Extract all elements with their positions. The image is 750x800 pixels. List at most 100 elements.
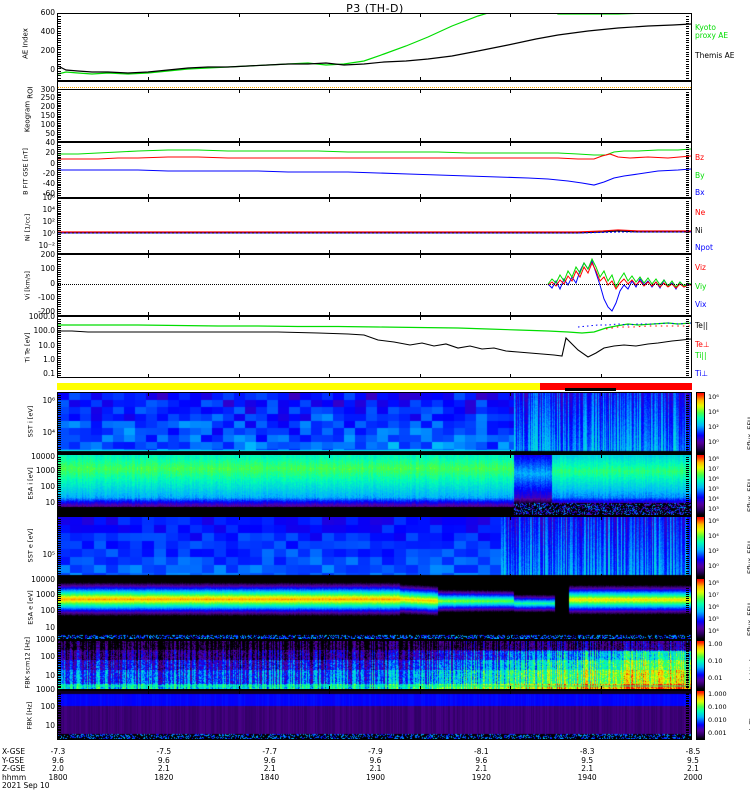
axis-tick [686,235,689,237]
legend-te-perp: Te⊥ [695,340,710,349]
x-axis-tick-value: 9.5 [581,755,594,765]
axis-tick [58,730,61,732]
axis-tick [58,245,61,247]
axis-tick [686,654,689,656]
axis-tick [58,553,61,555]
axis-tick [686,416,689,418]
axis-tick [238,517,240,520]
axis-tick [58,594,61,595]
axis-tick [148,686,150,689]
axis-tick [686,574,689,576]
ylabel-sst-i: SST i [eV] [26,405,35,438]
axis-tick [686,527,689,529]
axis-tick [510,393,512,396]
axis-tick [686,602,689,604]
legend-ne: Ne [695,208,706,217]
axis-tick [686,229,689,231]
axis-tick [686,150,689,152]
axis-tick [419,90,421,93]
axis-tick [686,210,689,212]
axis-tick [686,611,689,613]
axis-tick [686,117,689,119]
axis-tick [510,199,512,202]
axis-tick [686,189,689,191]
axis-tick [686,583,689,585]
legend-bz: Bz [695,153,705,162]
axis-tick [510,90,512,93]
axis-tick [58,716,61,718]
axis-tick [686,265,689,267]
axis-tick [58,344,61,346]
axis-tick [686,231,689,233]
axis-tick [686,181,689,183]
axis-tick [148,374,150,377]
legend-kyoto-proxy-ae-1: Kyoto [695,23,716,32]
axis-tick [58,431,61,433]
axis-tick [58,412,61,414]
axis-tick [686,547,689,548]
axis-tick [58,171,61,173]
axis-tick [58,195,61,197]
axis-tick [510,455,512,458]
axis-tick [58,720,61,722]
legend-themis-ae: Themis AE [695,51,735,60]
axis-tick [686,374,689,376]
x-axis-row-label: Y-GSE [2,755,24,765]
axis-tick [58,480,61,482]
panel-sst-i [57,392,692,454]
axis-tick [510,250,512,253]
axis-tick [686,732,689,734]
axis-tick [58,68,61,70]
axis-tick [686,319,689,321]
panel-ae-index [57,13,692,81]
axis-tick [600,636,602,639]
axis-tick [686,433,689,435]
axis-tick [58,21,61,23]
axis-tick [58,148,61,150]
axis-tick [148,14,150,17]
axis-tick [686,372,689,374]
axis-tick [58,374,61,376]
axis-tick [58,261,61,263]
axis-tick [510,636,512,639]
axis-tick [58,334,61,336]
axis-tick [419,14,421,17]
axis-tick [686,293,689,295]
cbtick: 1.00 [708,640,723,648]
axis-tick [58,323,61,325]
axis-tick [58,715,61,716]
axis-tick [686,195,689,197]
axis-tick [686,624,689,625]
axis-tick [686,329,689,331]
axis-tick [686,274,689,276]
axis-tick [58,420,61,422]
axis-tick [58,399,61,401]
x-axis-tick-value: 2000 [683,772,703,782]
axis-tick [419,636,421,639]
axis-tick [58,665,61,666]
yticks-keogram: 300 250 200 150 100 50 [40,85,55,138]
axis-tick [686,491,689,493]
axis-tick [686,168,689,170]
axis-tick [58,321,61,323]
axis-tick [148,393,150,396]
axis-tick [686,465,689,467]
axis-tick [686,559,689,561]
axis-tick [686,124,689,126]
cbtick: 0.01 [708,674,723,682]
axis-tick [600,579,602,582]
axis-tick [58,113,61,115]
axis-tick [58,600,61,602]
cbtick: 10⁴ [708,408,719,416]
axis-tick [58,485,61,486]
axis-tick [238,455,240,458]
colorbar-title-esa-e: Eflux, EFU [746,603,750,636]
axis-tick [686,474,689,476]
axis-tick [686,44,689,46]
axis-tick [58,723,61,725]
yticks-ae-index: 600 400 200 0 [40,8,55,74]
axis-tick [686,506,689,508]
axis-tick [148,138,150,141]
axis-tick [58,187,61,189]
legend-te-par: Te|| [695,321,708,330]
